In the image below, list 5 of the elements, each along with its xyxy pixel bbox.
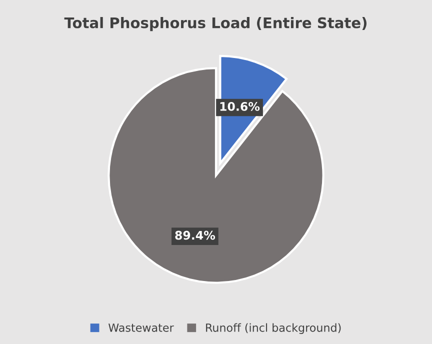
chart-title: Total Phosphorus Load (Entire State) (64, 17, 367, 32)
legend-label: Runoff (incl background) (206, 323, 341, 334)
data-label: 10.6% (220, 102, 260, 111)
legend-label: Wastewater (108, 324, 174, 332)
data-label: 89.4% (175, 230, 216, 240)
